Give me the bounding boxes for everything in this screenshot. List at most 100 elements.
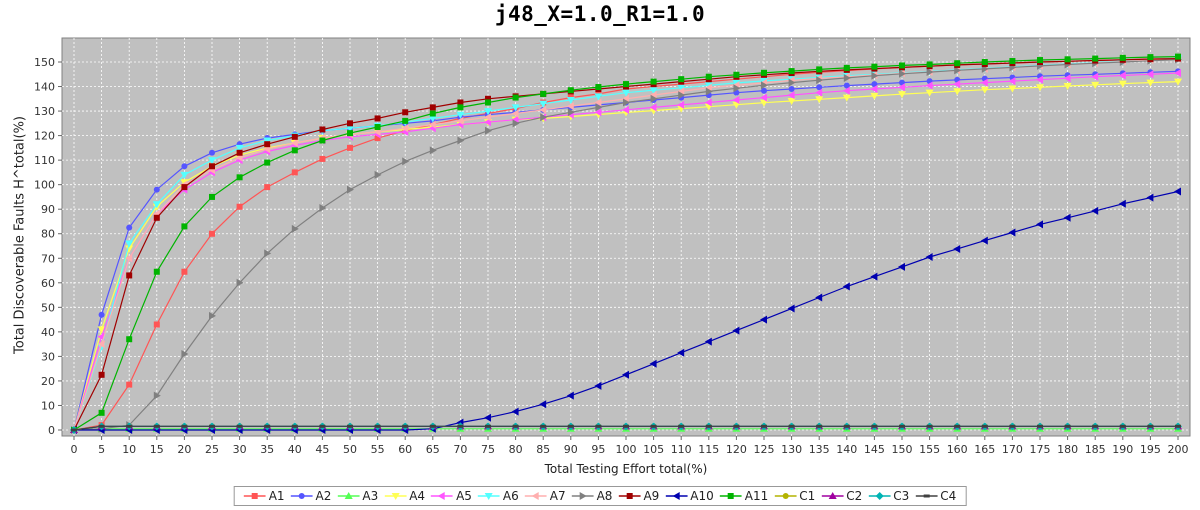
data-point-A1 — [319, 155, 326, 162]
data-point-A8 — [650, 94, 658, 103]
legend-swatch — [337, 492, 360, 499]
legend-label: A8 — [596, 489, 613, 503]
x-tick-label: 180 — [1057, 443, 1078, 456]
data-point-A9 — [429, 104, 436, 111]
data-point-C4 — [761, 424, 767, 428]
x-tick-label: 35 — [260, 443, 274, 456]
x-tick-label: 95 — [591, 443, 605, 456]
data-point-A11 — [650, 78, 657, 85]
data-point-C4 — [126, 424, 133, 428]
data-point-A10 — [566, 391, 574, 400]
data-point-A8 — [788, 78, 796, 87]
series-C4 — [71, 424, 1181, 432]
data-point-A11 — [291, 147, 298, 154]
data-point-A6 — [428, 115, 437, 123]
legend-label: A1 — [268, 489, 285, 503]
x-tick-label: 130 — [781, 443, 802, 456]
data-point-A2 — [899, 79, 905, 86]
data-point-A8 — [843, 73, 851, 82]
x-tick-label: 15 — [150, 443, 164, 456]
data-point-A8 — [899, 69, 906, 78]
legend-label: A7 — [549, 489, 566, 503]
data-point-A7 — [594, 98, 602, 107]
legend-label: A3 — [362, 489, 379, 503]
data-point-A10 — [1063, 213, 1071, 222]
data-point-A4 — [842, 94, 851, 102]
data-point-A4 — [1063, 83, 1072, 91]
x-tick-label: 55 — [371, 443, 385, 456]
x-tick-label: 110 — [671, 443, 692, 456]
data-point-C4 — [595, 424, 602, 428]
y-axis-label: Total Discoverable Faults H^total(%) — [12, 116, 28, 354]
legend-item-A9: A9 — [618, 489, 659, 503]
data-point-A11 — [153, 268, 160, 275]
data-point-A5 — [842, 86, 850, 95]
data-point-C4 — [1064, 424, 1071, 428]
data-point-A11 — [126, 336, 133, 343]
data-point-A6 — [125, 240, 134, 248]
series-A11 — [71, 53, 1181, 433]
data-point-A6 — [208, 157, 216, 165]
data-point-A8 — [623, 98, 630, 107]
x-tick-label: 50 — [343, 443, 357, 456]
legend-swatch — [774, 493, 797, 499]
legend-swatch — [665, 492, 688, 500]
legend-item-C4: C4 — [915, 489, 956, 503]
legend-marker — [672, 492, 680, 500]
data-point-A2 — [843, 82, 850, 89]
data-point-A7 — [484, 113, 491, 122]
data-point-A11 — [1009, 58, 1016, 65]
data-point-A8 — [678, 91, 686, 100]
data-point-A7 — [539, 105, 547, 114]
x-tick-label: 80 — [509, 443, 523, 456]
legend-item-A11: A11 — [719, 489, 768, 503]
data-point-C4 — [291, 424, 298, 428]
data-point-A7 — [566, 102, 574, 111]
data-point-A7 — [125, 254, 133, 263]
data-point-C4 — [705, 424, 712, 428]
data-point-A8 — [181, 349, 189, 358]
data-point-A4 — [815, 96, 824, 104]
y-tick-label: 10 — [41, 399, 55, 412]
data-point-A7 — [649, 91, 657, 100]
data-point-A1 — [209, 230, 215, 237]
legend-label: A10 — [690, 489, 714, 503]
y-tick-label: 150 — [34, 56, 55, 69]
data-point-A4 — [1091, 81, 1100, 89]
data-point-A7 — [428, 120, 436, 129]
x-tick-label: 150 — [892, 443, 913, 456]
data-point-C4 — [650, 424, 657, 428]
x-tick-label: 190 — [1112, 443, 1133, 456]
data-point-A6 — [180, 171, 189, 179]
data-point-A11 — [98, 409, 105, 416]
data-point-A6 — [622, 89, 630, 97]
data-point-A11 — [209, 193, 215, 200]
data-point-A5 — [870, 84, 878, 93]
data-point-A6 — [152, 201, 161, 209]
legend-marker — [579, 492, 587, 500]
legend-item-C2: C2 — [821, 489, 862, 503]
data-point-A9 — [181, 184, 188, 191]
data-point-A8 — [264, 249, 272, 258]
data-point-A6 — [456, 111, 465, 119]
x-tick-label: 160 — [947, 443, 968, 456]
x-tick-label: 70 — [453, 443, 467, 456]
data-point-A7 — [456, 116, 464, 125]
y-tick-label: 100 — [34, 179, 55, 192]
data-point-C4 — [512, 424, 519, 428]
data-point-A11 — [512, 94, 519, 101]
data-point-A8 — [291, 224, 299, 233]
data-point-A11 — [1147, 54, 1154, 61]
data-point-A11 — [374, 124, 381, 131]
data-point-A4 — [1008, 85, 1017, 93]
data-point-A7 — [97, 340, 105, 349]
data-point-A5 — [815, 88, 823, 97]
legend-swatch — [524, 492, 547, 500]
data-point-A5 — [1063, 74, 1071, 83]
x-tick-label: 185 — [1085, 443, 1106, 456]
axes: 0 5 10 15 20 25 30 35 40 45 50 55 60 65 70 75 80 85 90 95 10… — [34, 56, 1189, 456]
data-point-A4 — [97, 326, 106, 334]
data-point-A4 — [1146, 79, 1155, 87]
y-tick-label: 110 — [34, 154, 55, 167]
data-point-A6 — [649, 87, 658, 95]
